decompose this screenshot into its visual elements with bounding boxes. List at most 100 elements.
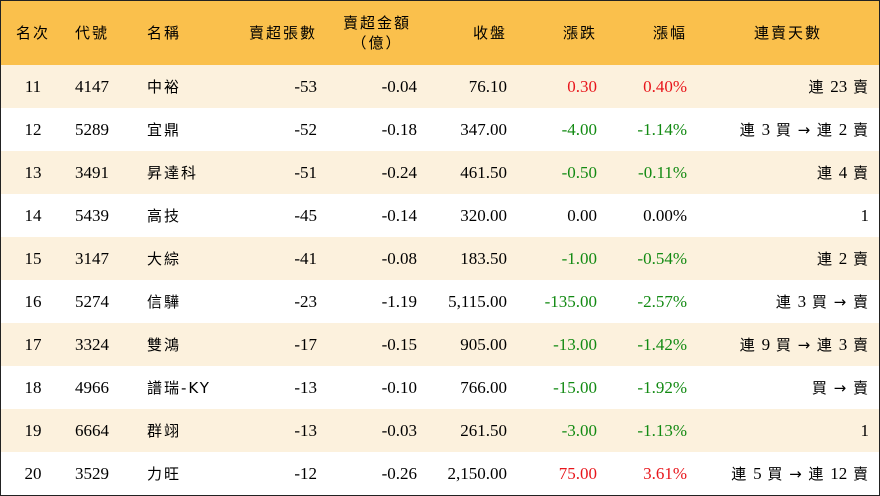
close-cell: 183.50 <box>460 248 507 268</box>
pct-cell: 3.61% <box>643 463 687 483</box>
name-cell: 群翊 <box>147 422 182 440</box>
streak-cell: 連 3 買 → 連 2 賣 <box>739 120 869 139</box>
header-net-shares[interactable]: 賣超張數 <box>248 24 317 42</box>
net-amount-cell: -0.03 <box>381 420 417 440</box>
change-cell: 75.00 <box>558 463 597 483</box>
table-row[interactable]: 16 5274 信驊 -23 -1.19 5,115.00 -135.00 -2.57% 連 3… <box>1 280 879 323</box>
header-code[interactable]: 代號 <box>75 24 110 42</box>
close-cell: 905.00 <box>460 334 507 354</box>
name-cell: 中裕 <box>147 78 182 96</box>
change-cell: 0.00 <box>567 205 597 225</box>
close-cell: 2,150.00 <box>447 463 508 483</box>
close-cell: 5,115.00 <box>448 291 507 311</box>
code-cell: 5274 <box>75 291 109 311</box>
header-rank[interactable]: 名次 <box>15 24 50 42</box>
streak-cell: 1 <box>860 205 870 225</box>
net-shares-cell: -53 <box>294 76 317 96</box>
code-cell: 3491 <box>75 162 109 182</box>
header-change[interactable]: 漲跌 <box>562 24 597 42</box>
name-cell: 高技 <box>147 207 182 225</box>
change-cell: -3.00 <box>561 420 597 440</box>
rank-cell: 16 <box>24 291 42 311</box>
code-cell: 3324 <box>75 334 109 354</box>
streak-cell: 連 5 買 → 連 12 賣 <box>731 464 869 483</box>
change-cell: -0.50 <box>561 162 597 182</box>
net-amount-cell: -0.26 <box>381 463 417 483</box>
name-cell: 昇達科 <box>147 164 199 182</box>
close-cell: 76.10 <box>468 76 507 96</box>
net-shares-cell: -52 <box>294 119 317 139</box>
rank-cell: 19 <box>24 420 42 440</box>
table-row[interactable]: 14 5439 高技 -45 -0.14 320.00 0.00 0.00% 1 <box>1 194 879 237</box>
rank-cell: 11 <box>24 76 42 96</box>
code-cell: 5439 <box>75 205 109 225</box>
rank-cell: 18 <box>24 377 42 397</box>
header-net-amount-line1: 賣超金額 <box>342 14 411 32</box>
change-cell: -4.00 <box>561 119 597 139</box>
pct-cell: -1.92% <box>637 377 687 397</box>
code-cell: 4966 <box>75 377 109 397</box>
change-cell: -13.00 <box>553 334 597 354</box>
rank-cell: 13 <box>24 162 42 182</box>
code-cell: 6664 <box>75 420 109 440</box>
name-cell: 譜瑞-KY <box>147 379 211 397</box>
net-shares-cell: -13 <box>294 377 317 397</box>
net-amount-cell: -0.24 <box>381 162 417 182</box>
net-shares-cell: -51 <box>294 162 317 182</box>
header-net-amount[interactable]: 賣超金額 （億） <box>327 1 427 65</box>
header-close[interactable]: 收盤 <box>472 24 507 42</box>
net-shares-cell: -23 <box>294 291 317 311</box>
table-row[interactable]: 13 3491 昇達科 -51 -0.24 461.50 -0.50 -0.11% 連 4 賣 <box>1 151 879 194</box>
close-cell: 347.00 <box>460 119 507 139</box>
streak-cell: 1 <box>860 420 870 440</box>
code-cell: 3147 <box>75 248 109 268</box>
code-cell: 3529 <box>75 463 109 483</box>
header-name[interactable]: 名稱 <box>147 24 182 42</box>
net-shares-cell: -13 <box>294 420 317 440</box>
code-cell: 4147 <box>75 76 109 96</box>
net-shares-cell: -17 <box>294 334 317 354</box>
streak-cell: 連 2 賣 <box>816 249 869 268</box>
net-shares-cell: -45 <box>294 205 317 225</box>
net-amount-cell: -0.10 <box>381 377 417 397</box>
change-cell: -1.00 <box>561 248 597 268</box>
net-amount-cell: -0.04 <box>381 76 417 96</box>
streak-cell: 連 4 賣 <box>816 163 869 182</box>
change-cell: -15.00 <box>553 377 597 397</box>
change-cell: 0.30 <box>567 76 597 96</box>
streak-cell: 連 3 買 → 賣 <box>775 292 869 311</box>
pct-cell: -1.13% <box>637 420 687 440</box>
pct-cell: 0.00% <box>643 205 687 225</box>
table-row[interactable]: 20 3529 力旺 -12 -0.26 2,150.00 75.00 3.61% 連 5 買 … <box>1 452 879 495</box>
name-cell: 力旺 <box>147 465 182 483</box>
table-row[interactable]: 18 4966 譜瑞-KY -13 -0.10 766.00 -15.00 -1.92% 買 →… <box>1 366 879 409</box>
table-row[interactable]: 19 6664 群翊 -13 -0.03 261.50 -3.00 -1.13% 1 <box>1 409 879 452</box>
table-body: 11 4147 中裕 -53 -0.04 76.10 0.30 0.40% 連 23 賣 12 52… <box>1 65 879 495</box>
net-amount-cell: -0.14 <box>381 205 417 225</box>
code-cell: 5289 <box>75 119 109 139</box>
change-cell: -135.00 <box>544 291 597 311</box>
table-row[interactable]: 17 3324 雙鴻 -17 -0.15 905.00 -13.00 -1.42% 連 9 買 … <box>1 323 879 366</box>
net-amount-cell: -1.19 <box>381 291 417 311</box>
rank-cell: 20 <box>24 463 42 483</box>
close-cell: 320.00 <box>460 205 507 225</box>
pct-cell: -2.57% <box>637 291 687 311</box>
rank-cell: 14 <box>24 205 42 225</box>
pct-cell: -0.11% <box>638 162 687 182</box>
table-row[interactable]: 12 5289 宜鼎 -52 -0.18 347.00 -4.00 -1.14% 連 3 買 →… <box>1 108 879 151</box>
header-net-amount-line2: （億） <box>351 34 403 52</box>
net-amount-cell: -0.08 <box>381 248 417 268</box>
close-cell: 766.00 <box>460 377 507 397</box>
table-header-row: 名次 代號 名稱 賣超張數 賣超金額 （億） 收盤 漲跌 漲幅 連賣天數 <box>1 1 879 65</box>
pct-cell: -1.14% <box>637 119 687 139</box>
close-cell: 261.50 <box>460 420 507 440</box>
streak-cell: 買 → 賣 <box>811 379 869 397</box>
table-row[interactable]: 15 3147 大綜 -41 -0.08 183.50 -1.00 -0.54% 連 2 賣 <box>1 237 879 280</box>
streak-cell: 連 9 買 → 連 3 賣 <box>739 335 869 354</box>
header-pct[interactable]: 漲幅 <box>652 24 687 42</box>
header-streak[interactable]: 連賣天數 <box>753 24 822 42</box>
table-row[interactable]: 11 4147 中裕 -53 -0.04 76.10 0.30 0.40% 連 23 賣 <box>1 65 879 108</box>
rank-cell: 15 <box>24 248 42 268</box>
net-shares-cell: -12 <box>294 463 317 483</box>
